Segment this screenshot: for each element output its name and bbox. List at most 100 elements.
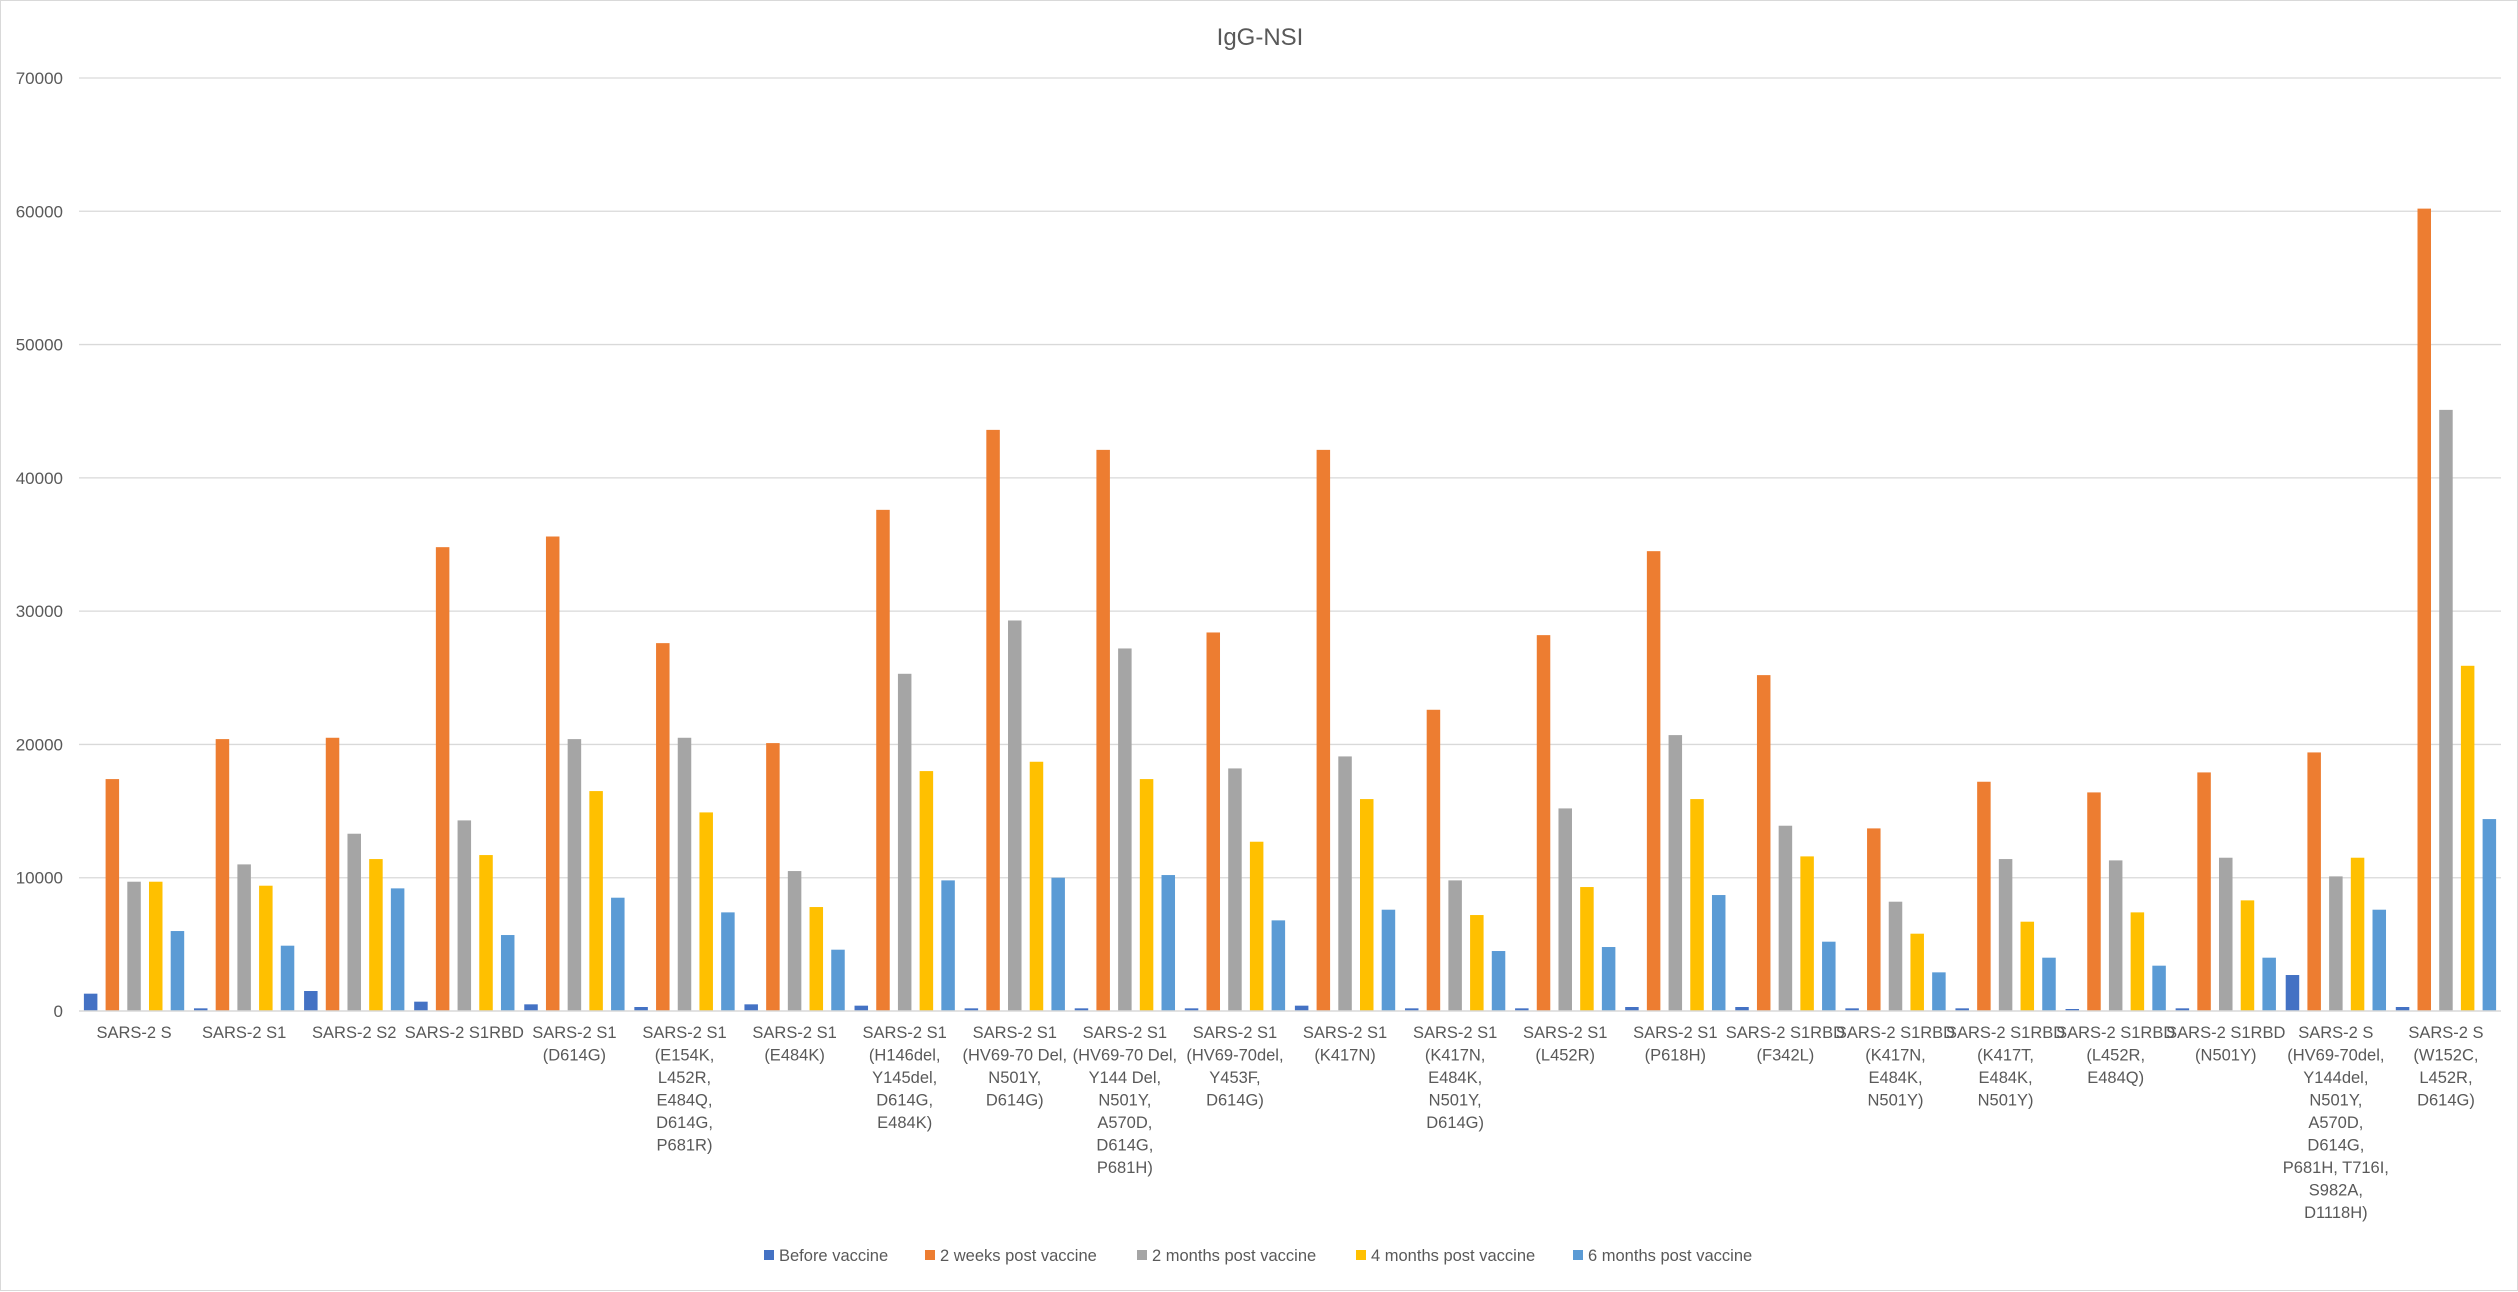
y-tick-label: 0 [54,1002,63,1021]
bar [1756,675,1771,1011]
bar [941,880,955,1011]
bar [280,945,295,1011]
bar [1359,799,1374,1011]
x-tick-label: SARS-2 S1 (L452R) [1523,1024,1607,1065]
bar [1955,1008,1969,1011]
y-tick-label: 30000 [16,602,63,621]
bar [524,1004,538,1011]
bar [1470,915,1484,1011]
bar [347,833,361,1011]
bar [964,1008,979,1011]
bar [148,881,163,1011]
x-tick-label: SARS-2 S (HV69-70del, Y144del, N501Y, A570D,… [2283,1024,2389,1222]
bar [325,737,340,1011]
x-tick-label-line: SARS-2 S1RBD [2166,1024,2285,1042]
x-tick-label-line: SARS-2 S1 [862,1024,946,1042]
x-tick-label-line: (W152C, [2413,1047,2478,1065]
x-tick-label-line: Y144del, [2303,1069,2368,1087]
x-tick-label-line: (L452R) [1535,1047,1595,1065]
bar [2460,665,2475,1011]
x-tick-label-line: SARS-2 S1 [532,1024,616,1042]
bar [986,429,1000,1012]
bar [2108,860,2123,1011]
bar [1910,933,1924,1011]
bar [2262,957,2276,1011]
x-axis-labels: SARS-2 S SARS-2 S1 SARS-2 S2 SARS-2 S1RBD SA… [96,1024,2483,1222]
x-tick-label-line: SARS-2 S1 [973,1024,1057,1042]
x-tick-label-line: E484K, [1868,1069,1922,1087]
bar [1381,909,1396,1011]
x-tick-label-line: E484Q) [2087,1069,2144,1087]
x-tick-label-line: D614G, [656,1114,713,1132]
x-tick-label-line: SARS-2 S1 [642,1024,726,1042]
y-axis-ticks: 0 10000 20000 30000 40000 50000 60000 70000 [16,69,63,1021]
legend-label: 4 months post vaccine [1371,1247,1535,1265]
bar [1646,551,1661,1011]
bar [1558,808,1572,1011]
x-tick-label-line: Y145del, [872,1069,937,1087]
x-tick-label: SARS-2 S1RBD [405,1024,524,1042]
bar [479,855,493,1011]
bar [919,771,934,1011]
x-tick-label-line: (P618H) [1645,1047,1706,1065]
bar [1515,1008,1529,1011]
bar [1601,947,1616,1011]
x-tick-label: SARS-2 S (W152C, L452R, D614G) [2408,1024,2483,1110]
x-tick-label: SARS-2 S1 (D614G) [532,1024,616,1065]
bar [1735,1007,1749,1011]
bar [1998,859,2013,1011]
bar [500,935,515,1011]
bar [1316,449,1331,1011]
legend-swatch [1137,1250,1147,1260]
bar [2020,921,2035,1011]
x-tick-label-line: (K417N) [1314,1047,1375,1065]
chart-title: IgG-NSI [1217,24,1304,51]
bar [2395,1007,2410,1011]
x-tick-label-line: (HV69-70del, [1186,1047,1283,1065]
x-tick-label-line: N501Y, [2309,1092,2362,1110]
bar [567,739,582,1011]
x-tick-label: SARS-2 S2 [312,1024,396,1042]
x-tick-label-line: SARS-2 S1 [752,1024,836,1042]
bar [1888,901,1903,1011]
x-tick-label-line: (L452R, [2086,1047,2145,1065]
x-tick-label-line: D614G) [2417,1092,2475,1110]
bar [1778,825,1793,1011]
x-tick-label: SARS-2 S [96,1024,171,1042]
bar [1800,856,1814,1011]
x-tick-label: SARS-2 S1 (P618H) [1633,1024,1717,1065]
bar [193,1008,208,1011]
x-tick-label-line: E484K, [1979,1069,2033,1087]
x-tick-label-line: E484K) [877,1114,932,1132]
bar [809,907,824,1011]
x-tick-label: SARS-2 S1 (HV69-70 Del, N501Y, D614G) [962,1024,1067,1110]
x-tick-label: SARS-2 S1RBD (K417N, E484K, N501Y) [1836,1024,1955,1110]
bar [2240,900,2255,1011]
y-tick-label: 10000 [16,869,63,888]
bar [1711,895,1726,1011]
legend-label: 2 weeks post vaccine [940,1247,1097,1265]
x-tick-label-line: P681R) [657,1137,713,1155]
bar [1932,972,1946,1011]
bar [787,871,802,1011]
bar [414,1001,428,1011]
bar [1271,920,1286,1011]
x-tick-label-line: N501Y) [1978,1092,2034,1110]
x-tick-label-line: P681H, T716I, [2283,1159,2389,1177]
x-tick-label-line: Y453F, [1209,1069,1260,1087]
x-tick-label-line: N501Y, [988,1069,1041,1087]
bar [2417,208,2432,1011]
bar [2042,957,2056,1011]
bar [1228,768,1242,1011]
bar [2152,965,2166,1011]
x-tick-label-line: L452R, [2419,1069,2472,1087]
legend-label: 6 months post vaccine [1588,1247,1752,1265]
bar [2307,752,2321,1011]
x-tick-label-line: SARS-2 S [2298,1024,2373,1042]
bar [1491,951,1506,1011]
bar [1008,620,1022,1011]
x-tick-label: SARS-2 S1 (HV69-70del, Y453F, D614G) [1186,1024,1283,1110]
x-tick-label: SARS-2 S1RBD (L452R, E484Q) [2056,1024,2175,1087]
bar [1845,1008,1859,1011]
